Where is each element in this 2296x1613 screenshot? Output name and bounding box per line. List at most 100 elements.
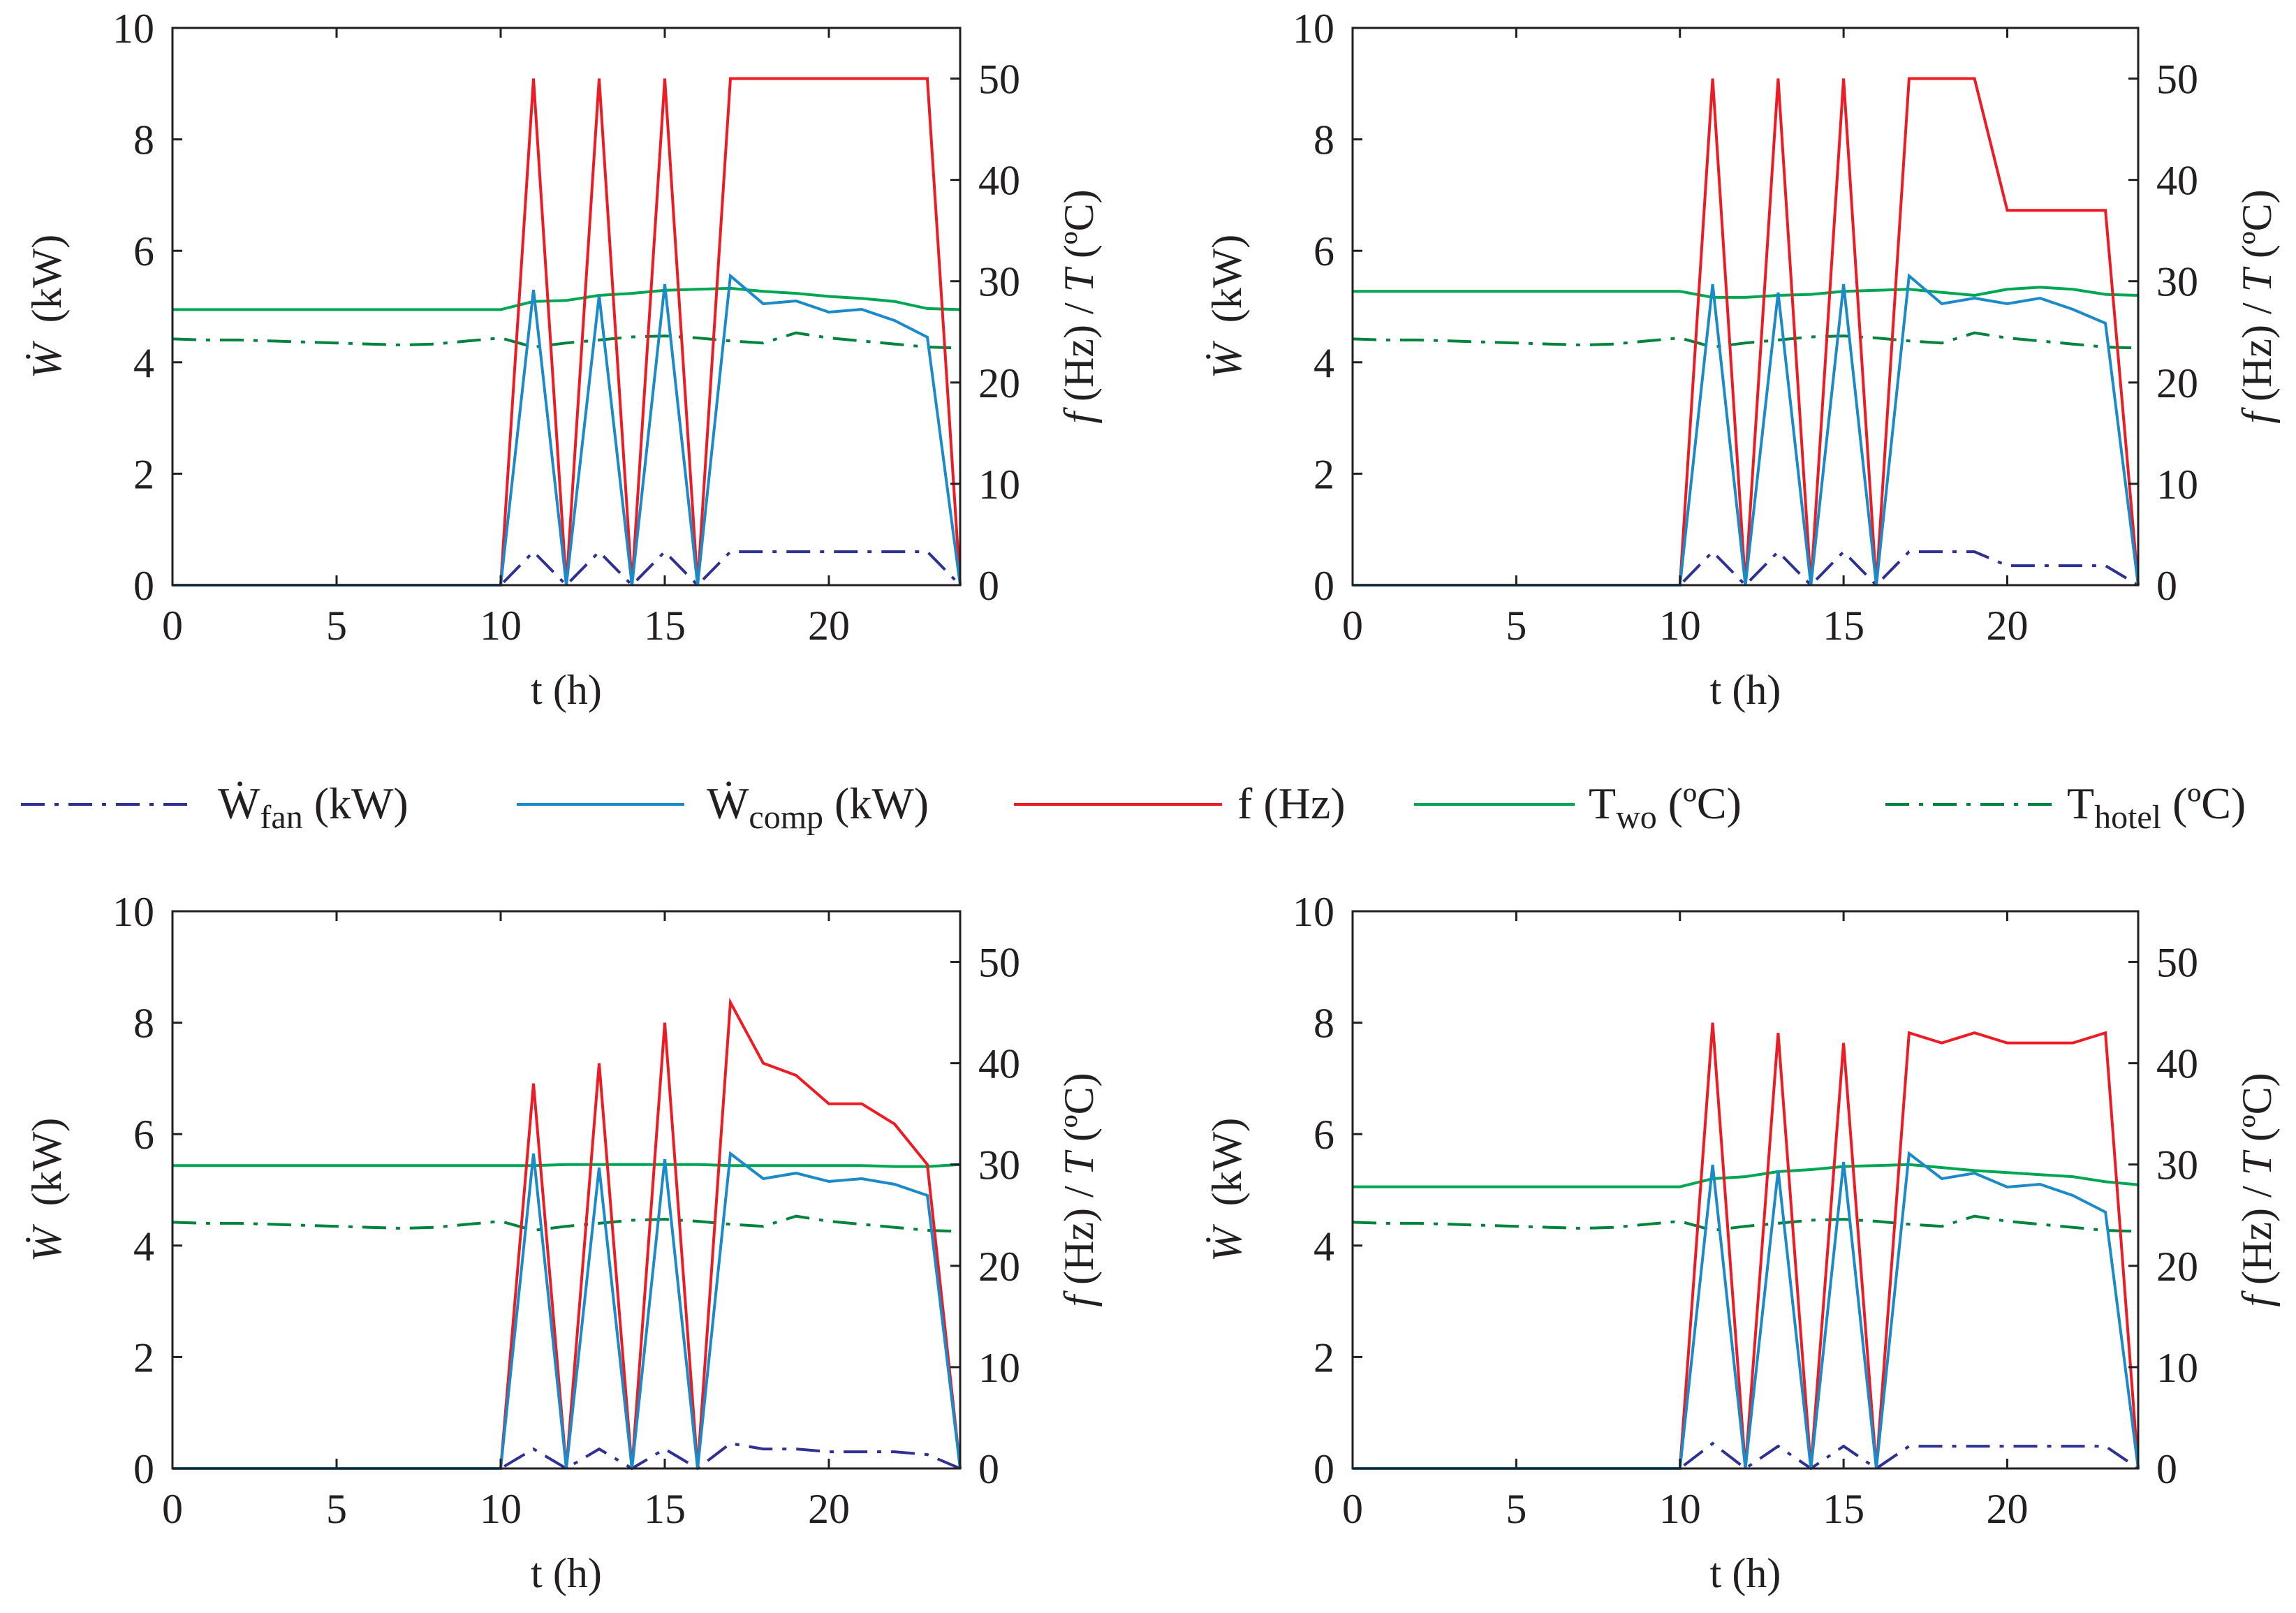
panel-bottom-right: 0 5 10 15 20 0 2 4 6 8 10 0 10 20 30 40 50 t (h) Ẇ (kW) f (…	[1204, 889, 2280, 1596]
y-right-tick-label: 20	[2156, 360, 2198, 406]
series-f-line	[1353, 77, 2140, 587]
y-left-axis-label: Ẇ (kW)	[24, 1118, 70, 1262]
y-right-tick-label: 30	[978, 1142, 1020, 1188]
series-t-hotel-line	[1352, 1214, 2139, 1233]
x-tick-label: 15	[644, 1486, 686, 1532]
series-t-hotel-line	[172, 1214, 961, 1233]
plot-frame	[1351, 910, 2140, 1470]
y-right-tick-label: 10	[2156, 462, 2198, 508]
legend-label-w-fan: Ẇfan (kW)	[218, 779, 409, 836]
y-left-tick-label: 0	[133, 1446, 154, 1492]
series-t-hotel-line	[172, 331, 961, 350]
x-axis-label: t (h)	[1710, 667, 1781, 713]
y-left-tick-label: 4	[1313, 340, 1334, 386]
y-left-tick-label: 10	[1293, 889, 1334, 935]
y-right-tick-label: 30	[978, 259, 1020, 305]
series-w-comp-line	[172, 273, 962, 587]
x-tick-label: 0	[162, 603, 183, 649]
series-w-comp-line	[1353, 273, 2140, 587]
legend: Ẇfan (kW) Ẇcomp (kW) f (Hz) Two (ºC) Thotel …	[21, 779, 2246, 836]
y-left-tick-label: 4	[133, 1223, 154, 1269]
y-left-tick-label: 0	[1313, 1446, 1334, 1492]
x-tick-label: 10	[1659, 603, 1701, 649]
x-tick-label: 10	[480, 1486, 522, 1532]
y-left-tick-label: 6	[1313, 1112, 1334, 1158]
y-right-tick-label: 0	[2156, 563, 2177, 609]
x-axis-label: t (h)	[531, 667, 602, 713]
panel-bottom-left: 0 5 10 15 20 0 2 4 6 8 10 0 10 20 30 40 50 t (h) Ẇ (kW) f (…	[24, 889, 1102, 1596]
series-t-wo-line	[1353, 1163, 2139, 1188]
y-right-tick-label: 0	[978, 1446, 999, 1492]
y-right-tick-label: 20	[2156, 1244, 2198, 1290]
y-right-axis-label: f (Hz) / T (ºC)	[1056, 189, 1102, 423]
y-right-tick-label: 10	[2156, 1345, 2198, 1391]
y-left-axis-label: Ẇ (kW)	[24, 235, 70, 379]
x-tick-label: 15	[644, 603, 686, 649]
y-right-tick-label: 30	[2156, 259, 2198, 305]
y-left-tick-label: 0	[1313, 563, 1334, 609]
y-right-tick-label: 50	[2156, 940, 2198, 986]
plot-frame	[171, 27, 962, 587]
y-left-tick-label: 2	[133, 451, 154, 497]
x-tick-label: 0	[1342, 603, 1363, 649]
series-t-wo-line	[172, 286, 961, 311]
y-left-tick-label: 4	[1313, 1223, 1334, 1269]
x-tick-label: 10	[480, 603, 522, 649]
y-right-tick-label: 50	[978, 940, 1020, 986]
y-right-tick-label: 20	[978, 1244, 1020, 1290]
y-right-tick-label: 0	[2156, 1446, 2177, 1492]
series-w-comp-line	[1353, 1151, 2140, 1470]
y-right-axis-label: f (Hz) / T (ºC)	[1056, 1073, 1102, 1306]
y-left-tick-label: 10	[1293, 6, 1334, 52]
series-w-fan-line	[172, 1441, 961, 1471]
y-right-tick-label: 40	[2156, 1041, 2198, 1087]
x-tick-label: 20	[808, 1486, 850, 1532]
series-w-fan-line	[1353, 550, 2140, 587]
y-right-tick-label: 10	[978, 462, 1020, 508]
x-tick-label: 0	[1342, 1486, 1363, 1532]
x-tick-label: 20	[808, 603, 850, 649]
y-right-tick-label: 0	[978, 563, 999, 609]
y-right-tick-label: 10	[978, 1345, 1020, 1391]
y-left-tick-label: 6	[1313, 228, 1334, 274]
x-tick-label: 5	[326, 1486, 347, 1532]
y-left-tick-label: 8	[133, 1001, 154, 1047]
x-tick-label: 20	[1987, 1486, 2029, 1532]
y-right-tick-label: 40	[2156, 158, 2198, 204]
y-right-tick-label: 40	[978, 158, 1020, 204]
y-right-tick-label: 40	[978, 1041, 1020, 1087]
y-left-tick-label: 6	[133, 1112, 154, 1158]
y-left-tick-label: 8	[1313, 117, 1334, 163]
x-tick-label: 15	[1823, 1486, 1864, 1532]
x-tick-label: 5	[326, 603, 347, 649]
series-w-fan-line	[172, 550, 962, 587]
plot-frame	[171, 910, 962, 1470]
series-f-line	[1353, 1022, 2140, 1470]
y-left-tick-label: 10	[112, 889, 154, 935]
series-t-hotel-line	[1352, 331, 2139, 350]
legend-label-t-hotel: Thotel (ºC)	[2067, 779, 2246, 836]
legend-label-t-wo: Two (ºC)	[1589, 779, 1742, 836]
y-right-tick-label: 50	[2156, 57, 2198, 103]
x-tick-label: 5	[1506, 1486, 1526, 1532]
legend-label-f: f (Hz)	[1237, 779, 1346, 828]
y-right-axis-label: f (Hz) / T (ºC)	[2234, 1073, 2280, 1306]
series-f-line	[172, 77, 962, 587]
series-w-fan-line	[1353, 1441, 2140, 1471]
series-t-wo-line	[1353, 286, 2139, 299]
x-tick-label: 10	[1659, 1486, 1701, 1532]
y-left-tick-label: 8	[1313, 1001, 1334, 1047]
panel-top-left: 0 5 10 15 20 0 2 4 6 8 10 0 10 20 30 40 50 t (h) Ẇ (kW) f (…	[24, 6, 1102, 713]
y-left-tick-label: 0	[133, 563, 154, 609]
y-left-axis-label: Ẇ (kW)	[1204, 1118, 1250, 1262]
x-tick-label: 20	[1987, 603, 2029, 649]
y-left-tick-label: 10	[112, 6, 154, 52]
y-right-tick-label: 30	[2156, 1142, 2198, 1188]
x-axis-label: t (h)	[1710, 1550, 1781, 1596]
panel-top-right: 0 5 10 15 20 0 2 4 6 8 10 0 10 20 30 40 50 t (h) Ẇ (kW) f (…	[1204, 6, 2280, 713]
legend-label-w-comp: Ẇcomp (kW)	[707, 779, 929, 836]
y-left-tick-label: 6	[133, 228, 154, 274]
x-tick-label: 0	[162, 1486, 183, 1532]
y-left-tick-label: 2	[133, 1334, 154, 1380]
